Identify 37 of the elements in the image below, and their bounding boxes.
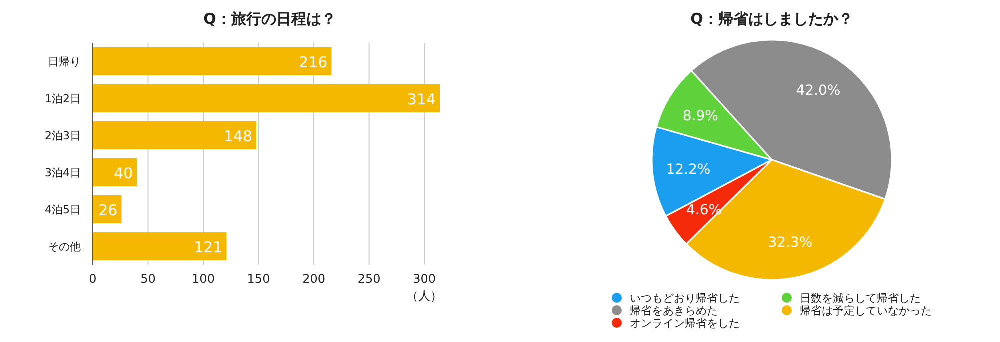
data-label: 4.6% <box>686 202 722 219</box>
bar <box>93 121 257 150</box>
data-label: 32.3% <box>768 234 813 251</box>
legend-label: 日数を減らして帰省した <box>800 292 921 305</box>
x-tick-label: 50 <box>140 272 156 286</box>
legend-label: 帰省をあきらめた <box>630 304 718 318</box>
x-axis-title: （人） <box>406 289 443 303</box>
data-label: 8.9% <box>682 108 719 125</box>
data-label: 12.2% <box>666 162 711 178</box>
y-tick-label: 4泊5日 <box>45 204 81 216</box>
bar <box>93 158 138 187</box>
y-tick-label: 2泊3日 <box>45 130 81 142</box>
chart-title: Q：帰省はしましたか？ <box>690 10 854 28</box>
x-tick-label: 0 <box>89 272 97 286</box>
data-label: 314 <box>407 90 436 108</box>
chart-title: Q：旅行の日程は？ <box>204 10 336 28</box>
legend-label: いつもどおり帰省した <box>630 292 740 305</box>
legend-label: 帰省は予定していなかった <box>800 304 932 318</box>
data-label: 216 <box>299 54 328 72</box>
bar <box>93 232 227 261</box>
data-label: 26 <box>98 202 118 220</box>
y-tick-label: その他 <box>48 240 81 254</box>
x-tick-label: 150 <box>247 272 270 286</box>
bar <box>93 84 440 113</box>
data-label: 148 <box>224 128 253 146</box>
data-label: 42.0% <box>796 83 841 99</box>
x-tick-label: 250 <box>358 272 381 286</box>
legend-label: オンライン帰省をした <box>630 317 740 330</box>
x-tick-label: 200 <box>302 272 326 286</box>
bar <box>93 47 332 76</box>
data-label: 121 <box>194 238 223 256</box>
x-tick-label: 300 <box>413 272 436 286</box>
y-tick-label: 3泊4日 <box>45 166 81 180</box>
y-tick-label: 1泊2日 <box>45 92 81 106</box>
x-tick-label: 100 <box>192 272 215 286</box>
data-label: 40 <box>114 164 134 182</box>
y-tick-label: 日帰り <box>48 56 81 68</box>
